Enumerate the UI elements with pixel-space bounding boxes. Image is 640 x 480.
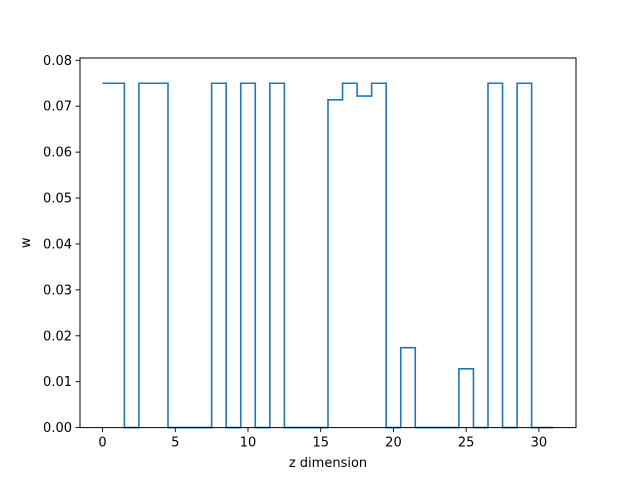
y-tick-label: 0.02	[43, 329, 72, 344]
y-tick-label: 0.01	[43, 375, 72, 390]
y-axis-label: w	[19, 237, 34, 248]
x-axis: 0 5 10 15 20 25 30	[98, 427, 548, 451]
x-tick-label: 25	[458, 436, 475, 451]
y-tick-label: 0.08	[43, 54, 72, 69]
y-tick-label: 0.05	[43, 192, 72, 207]
x-tick-label: 0	[98, 436, 106, 451]
x-tick-label: 15	[312, 436, 329, 451]
y-tick-label: 0.07	[43, 100, 72, 115]
axes-frame	[79, 57, 577, 429]
x-tick-label: 20	[385, 436, 402, 451]
y-tick-label: 0.06	[43, 146, 72, 161]
x-tick-label: 30	[531, 436, 548, 451]
y-tick-label: 0.00	[43, 421, 72, 436]
x-axis-label: z dimension	[289, 456, 367, 471]
y-tick-label: 0.03	[43, 283, 72, 298]
y-tick-label: 0.04	[43, 237, 72, 252]
x-tick-label: 10	[240, 436, 257, 451]
x-tick-label: 5	[171, 436, 179, 451]
y-axis: 0.00 0.01 0.02 0.03 0.04 0.05 0.06 0.07 0.08	[43, 54, 80, 436]
